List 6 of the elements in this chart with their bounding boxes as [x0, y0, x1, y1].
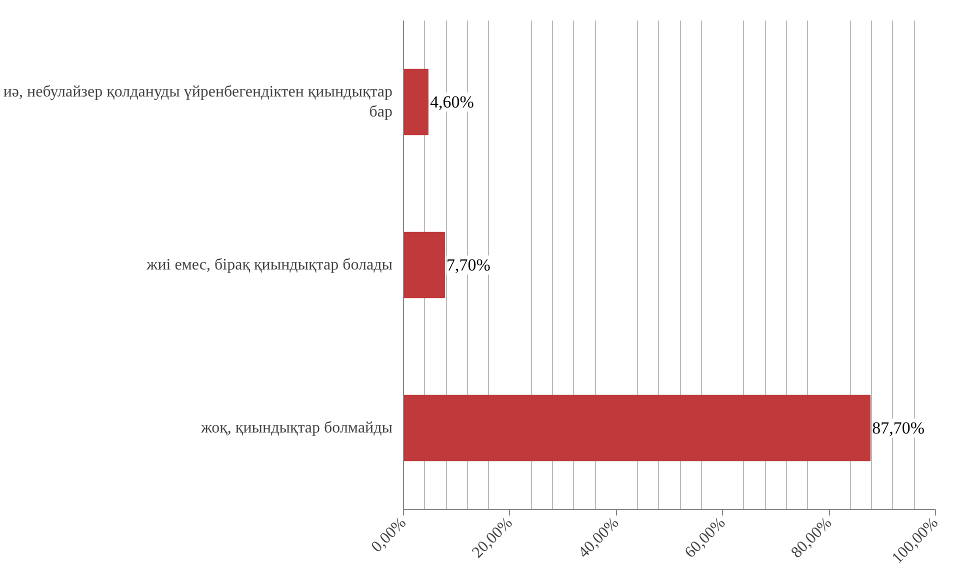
y-tick-label: жиі емес, бірақ қиындықтар болады: [146, 256, 393, 274]
data-label: 7,70%: [446, 256, 490, 274]
data-label: 4,60%: [430, 92, 474, 112]
y-tick-label: иә, небулайзер қолдануды үйренбегендіктен қиындықтар бар: [3, 83, 393, 121]
data-label: 87,70%: [872, 418, 924, 438]
y-tick-label: жоқ, қиындықтар болмайды: [200, 420, 393, 436]
